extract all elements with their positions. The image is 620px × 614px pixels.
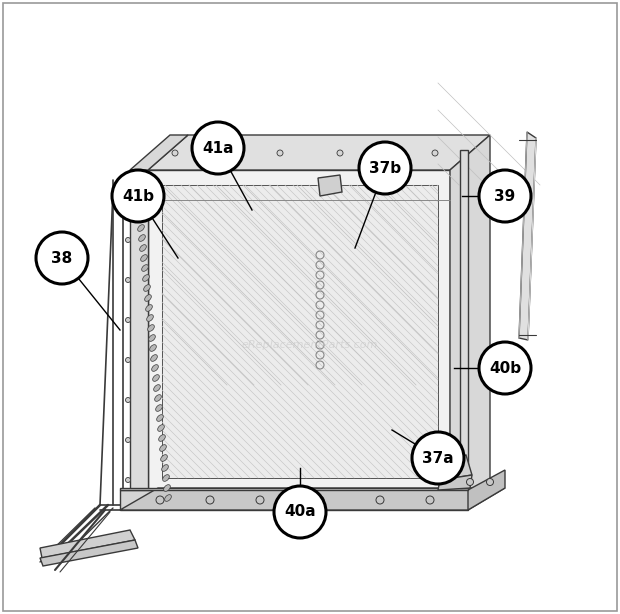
Text: 40b: 40b — [489, 360, 521, 376]
Circle shape — [479, 170, 531, 222]
Circle shape — [217, 150, 223, 156]
Polygon shape — [438, 475, 472, 490]
Ellipse shape — [162, 475, 169, 481]
Circle shape — [397, 150, 403, 156]
Ellipse shape — [153, 375, 159, 381]
Ellipse shape — [154, 395, 161, 402]
Circle shape — [316, 496, 324, 504]
Circle shape — [337, 150, 343, 156]
Ellipse shape — [157, 414, 163, 421]
Ellipse shape — [151, 355, 157, 361]
Ellipse shape — [149, 335, 156, 341]
Circle shape — [426, 496, 434, 504]
Polygon shape — [450, 135, 490, 490]
Ellipse shape — [162, 465, 169, 472]
Ellipse shape — [161, 454, 167, 461]
Ellipse shape — [152, 365, 158, 371]
Circle shape — [192, 122, 244, 174]
Circle shape — [125, 238, 130, 243]
Text: 40a: 40a — [284, 505, 316, 519]
Text: 37a: 37a — [422, 451, 454, 465]
Ellipse shape — [146, 305, 153, 311]
Circle shape — [432, 150, 438, 156]
Text: 41a: 41a — [202, 141, 234, 155]
Ellipse shape — [144, 295, 151, 301]
Circle shape — [412, 432, 464, 484]
Polygon shape — [318, 175, 342, 196]
Polygon shape — [120, 488, 468, 490]
Polygon shape — [435, 455, 472, 480]
Ellipse shape — [140, 244, 146, 251]
Circle shape — [125, 397, 130, 403]
Polygon shape — [460, 150, 468, 488]
Circle shape — [112, 170, 164, 222]
Ellipse shape — [139, 235, 145, 241]
Polygon shape — [120, 488, 505, 510]
Circle shape — [125, 317, 130, 322]
Ellipse shape — [160, 445, 166, 451]
Ellipse shape — [138, 225, 144, 231]
Circle shape — [156, 496, 164, 504]
Polygon shape — [162, 185, 438, 478]
Polygon shape — [519, 132, 536, 340]
Polygon shape — [40, 530, 135, 558]
Circle shape — [487, 478, 494, 486]
Ellipse shape — [157, 425, 164, 432]
Circle shape — [125, 357, 130, 362]
Circle shape — [376, 496, 384, 504]
Polygon shape — [130, 135, 188, 170]
Ellipse shape — [144, 285, 150, 291]
Ellipse shape — [136, 215, 143, 221]
Ellipse shape — [156, 405, 162, 411]
Polygon shape — [148, 170, 450, 490]
Ellipse shape — [165, 495, 171, 502]
Polygon shape — [40, 540, 138, 566]
Circle shape — [125, 478, 130, 483]
Text: eReplacementParts.com: eReplacementParts.com — [242, 340, 378, 350]
Ellipse shape — [164, 484, 170, 491]
Polygon shape — [468, 470, 505, 510]
Ellipse shape — [143, 274, 149, 281]
Circle shape — [172, 150, 178, 156]
Circle shape — [479, 342, 531, 394]
Text: 38: 38 — [51, 251, 73, 265]
Polygon shape — [148, 135, 490, 170]
Circle shape — [466, 478, 474, 486]
Circle shape — [256, 496, 264, 504]
Circle shape — [274, 486, 326, 538]
Ellipse shape — [154, 384, 161, 391]
Circle shape — [206, 496, 214, 504]
Circle shape — [125, 278, 130, 282]
Text: 39: 39 — [494, 188, 516, 203]
Ellipse shape — [148, 325, 154, 332]
Circle shape — [125, 438, 130, 443]
Circle shape — [277, 150, 283, 156]
Ellipse shape — [141, 265, 148, 271]
Ellipse shape — [141, 255, 148, 262]
Polygon shape — [130, 170, 148, 490]
Circle shape — [125, 198, 130, 203]
Ellipse shape — [136, 204, 143, 211]
Text: 37b: 37b — [369, 160, 401, 176]
Polygon shape — [120, 490, 468, 510]
Circle shape — [359, 142, 411, 194]
Ellipse shape — [147, 314, 153, 321]
Ellipse shape — [149, 344, 156, 351]
Text: 41b: 41b — [122, 188, 154, 203]
Circle shape — [36, 232, 88, 284]
Ellipse shape — [159, 435, 166, 441]
